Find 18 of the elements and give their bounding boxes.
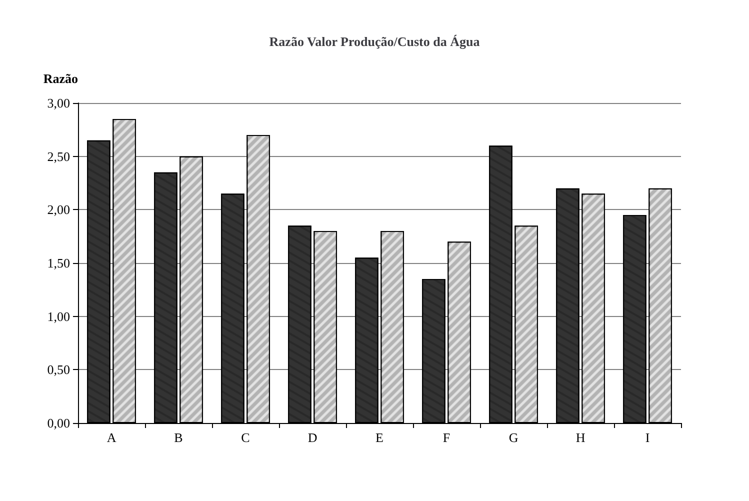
x-tick-label: E <box>376 430 384 445</box>
x-tick-label: C <box>241 430 250 445</box>
y-axis-title: Razão <box>43 71 78 86</box>
y-tick-label: 0,00 <box>47 416 70 430</box>
x-tick-label: D <box>308 430 318 445</box>
x-tick-label: H <box>576 430 586 445</box>
chart-title: Razão Valor Produção/Custo da Água <box>269 34 480 49</box>
x-tick-label: A <box>106 430 117 445</box>
y-tick-label: 2,50 <box>47 148 70 164</box>
x-tick-label: B <box>174 430 184 445</box>
y-tick-label: 1,50 <box>47 256 70 270</box>
x-tick-label: I <box>645 430 650 445</box>
x-tick-label: G <box>508 430 518 445</box>
y-tick-label: 0,50 <box>47 362 70 378</box>
x-tick-label: F <box>442 430 450 445</box>
y-tick-label: 3,00 <box>47 96 70 110</box>
y-tick-label: 2,00 <box>47 202 70 218</box>
y-tick-label: 1,00 <box>47 308 70 324</box>
